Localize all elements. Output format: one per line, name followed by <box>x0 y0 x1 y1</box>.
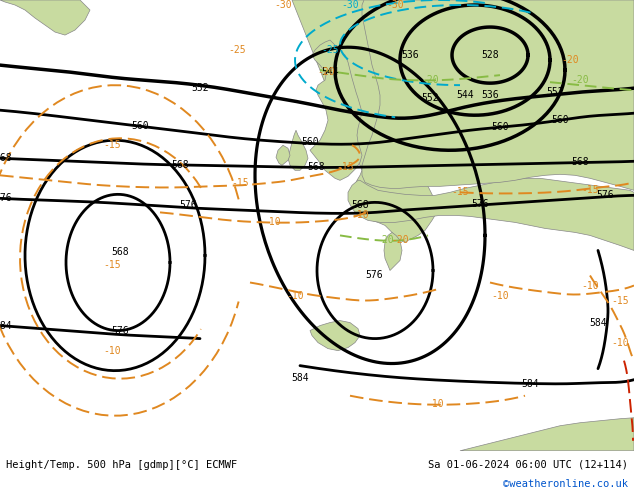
Text: 584: 584 <box>589 318 607 328</box>
Text: Sa 01-06-2024 06:00 UTC (12+114): Sa 01-06-2024 06:00 UTC (12+114) <box>428 460 628 469</box>
Text: -30: -30 <box>386 0 404 10</box>
Polygon shape <box>288 130 308 171</box>
Text: -10: -10 <box>426 399 444 409</box>
Text: 576: 576 <box>596 190 614 200</box>
Text: 576: 576 <box>471 199 489 209</box>
Text: -20: -20 <box>317 67 335 77</box>
Text: -10: -10 <box>351 210 369 221</box>
Text: -10: -10 <box>263 218 281 227</box>
Polygon shape <box>276 145 290 165</box>
Text: 568: 568 <box>111 247 129 257</box>
Text: -15: -15 <box>336 162 354 172</box>
Text: -25: -25 <box>321 45 339 55</box>
Text: -20: -20 <box>421 75 439 85</box>
Text: 544: 544 <box>321 67 339 77</box>
Polygon shape <box>0 0 90 35</box>
Text: -10: -10 <box>491 291 509 300</box>
Text: 552: 552 <box>191 83 209 93</box>
Text: 560: 560 <box>301 137 319 147</box>
Text: -30: -30 <box>341 0 359 10</box>
Text: 536: 536 <box>401 50 419 60</box>
Text: 568: 568 <box>351 200 369 210</box>
Text: 584: 584 <box>0 320 12 331</box>
Text: 560: 560 <box>551 115 569 125</box>
Text: -15: -15 <box>231 178 249 188</box>
Text: 528: 528 <box>481 50 499 60</box>
Text: -15: -15 <box>103 140 121 150</box>
Text: -10: -10 <box>286 291 304 300</box>
Text: 568: 568 <box>571 157 589 167</box>
Text: 552: 552 <box>546 87 564 97</box>
Text: 568: 568 <box>171 160 189 171</box>
Text: 568: 568 <box>307 162 325 172</box>
Polygon shape <box>348 178 634 250</box>
Text: 576: 576 <box>111 325 129 336</box>
Text: 584: 584 <box>521 379 539 389</box>
Polygon shape <box>460 418 634 451</box>
Text: -20: -20 <box>571 75 589 85</box>
Text: 576: 576 <box>179 200 197 210</box>
Text: 536: 536 <box>481 90 499 100</box>
Polygon shape <box>292 0 500 243</box>
Text: -20: -20 <box>376 235 394 245</box>
Text: -20: -20 <box>391 235 409 245</box>
Text: -15: -15 <box>451 187 469 197</box>
Text: ©weatheronline.co.uk: ©weatheronline.co.uk <box>503 479 628 489</box>
Text: -15: -15 <box>611 295 629 306</box>
Text: -10: -10 <box>103 345 121 356</box>
Polygon shape <box>362 0 634 190</box>
Text: -20: -20 <box>561 55 579 65</box>
Text: Height/Temp. 500 hPa [gdmp][°C] ECMWF: Height/Temp. 500 hPa [gdmp][°C] ECMWF <box>6 460 238 469</box>
Text: 584: 584 <box>291 373 309 383</box>
Text: -10: -10 <box>611 338 629 347</box>
Text: 576: 576 <box>365 270 383 280</box>
Text: 552: 552 <box>421 93 439 103</box>
Text: 576: 576 <box>0 194 12 203</box>
Text: 568: 568 <box>0 153 12 163</box>
Text: 544: 544 <box>456 90 474 100</box>
Text: -15: -15 <box>581 185 598 196</box>
Polygon shape <box>310 40 362 180</box>
Text: -30: -30 <box>274 0 292 10</box>
Text: -15: -15 <box>103 261 121 270</box>
Text: -25: -25 <box>228 45 246 55</box>
Text: 560: 560 <box>131 121 149 131</box>
Polygon shape <box>384 232 402 270</box>
Text: 560: 560 <box>491 122 509 132</box>
Polygon shape <box>310 320 360 351</box>
Text: -10: -10 <box>581 280 598 291</box>
